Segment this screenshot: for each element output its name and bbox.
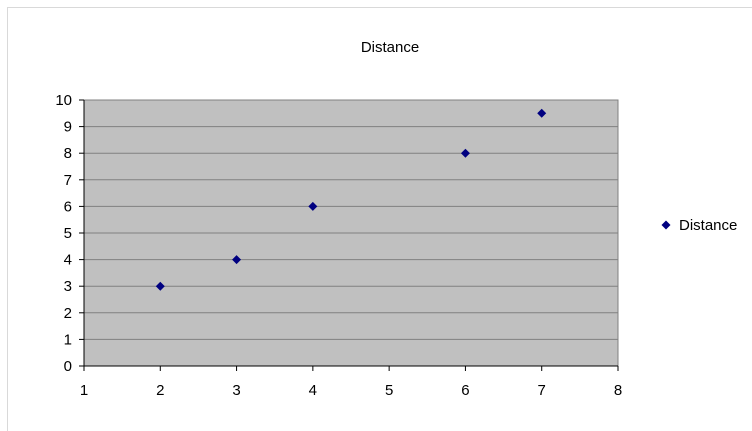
legend-marker [661,220,671,230]
x-tick-label-5: 5 [385,382,393,399]
data-point-3 [308,201,318,211]
y-tick-label-2: 2 [64,305,72,322]
x-tick-label-3: 3 [232,382,240,399]
y-tick-label-6: 6 [64,198,72,215]
y-tick-label-4: 4 [64,252,72,269]
y-tick-label-7: 7 [64,172,72,189]
x-tick-label-8: 8 [614,382,622,399]
x-tick-label-7: 7 [538,382,546,399]
data-point-4 [460,148,470,158]
y-tick-label-1: 1 [64,331,72,348]
legend-label: Distance [679,217,737,234]
data-points [155,108,547,291]
x-tick-label-1: 1 [80,382,88,399]
x-tick-label-4: 4 [309,382,317,399]
y-tick-label-9: 9 [64,119,72,136]
y-tick-label-3: 3 [64,278,72,295]
data-point-1 [155,281,165,291]
data-point-2 [232,255,242,265]
chart-title: Distance [361,39,419,56]
y-tick-label-8: 8 [64,145,72,162]
legend: Distance [661,217,737,234]
chart-frame [7,7,752,431]
data-point-5 [537,108,547,118]
x-tick-label-2: 2 [156,382,164,399]
y-tick-label-5: 5 [64,225,72,242]
y-tick-label-0: 0 [64,358,72,375]
x-tick-label-6: 6 [461,382,469,399]
y-tick-label-10: 10 [55,92,72,109]
